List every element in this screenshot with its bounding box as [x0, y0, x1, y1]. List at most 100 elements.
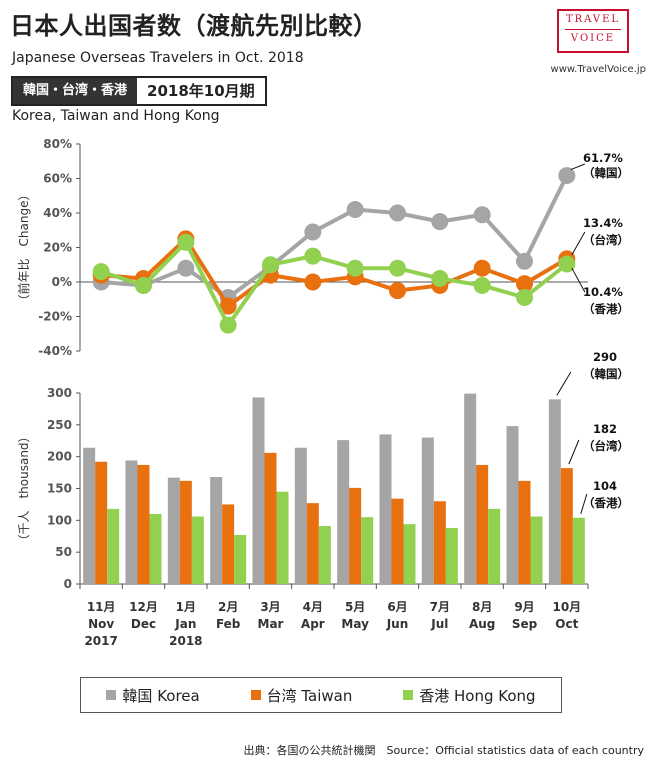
line-point-hongkong: [516, 289, 533, 307]
callout-leader-hongkong-bar: [580, 493, 588, 514]
line-point-hongkong: [558, 255, 576, 273]
callout-leader-taiwan-change: [571, 231, 586, 256]
bar-y-tick-label: 250: [47, 418, 72, 432]
bar-y-tick-label: 0: [64, 577, 72, 591]
legend-swatch-hongkong: [403, 690, 414, 700]
bar-hongkong: [403, 524, 416, 584]
x-category-label: 6月 Jun: [386, 600, 409, 631]
bar-hongkong: [191, 516, 204, 584]
bar-hongkong: [445, 527, 458, 584]
line-y-axis-label: （前年比 Change）: [16, 189, 31, 307]
x-category-label: 9月 Sep: [512, 600, 538, 631]
legend-item-hongkong: 香港 Hong Kong: [403, 685, 536, 706]
bar-korea: [252, 397, 265, 584]
line-y-tick-label: -20%: [38, 310, 72, 324]
legend: 韓国 Korea 台湾 Taiwan 香港 Hong Kong: [80, 677, 562, 713]
line-y-tick-label: 0%: [52, 275, 72, 289]
bar-hongkong: [276, 491, 289, 584]
line-point-korea: [473, 206, 491, 224]
bar-korea: [379, 434, 392, 584]
line-point-hongkong: [177, 233, 195, 251]
bar-korea: [83, 447, 96, 584]
line-y-tick-label: -40%: [38, 344, 72, 358]
line-point-hongkong: [431, 270, 449, 288]
line-point-hongkong: [346, 259, 364, 277]
travelvoice-logo: TRAVEL VOICE: [557, 9, 629, 53]
line-point-korea: [177, 259, 195, 277]
line-y-tick-label: 80%: [43, 137, 72, 151]
line-point-hongkong: [219, 316, 237, 334]
bar-hongkong: [572, 517, 585, 584]
bar-y-axis-label: （千人 thousand）: [17, 430, 31, 546]
line-y-tick-label: 20%: [43, 241, 72, 255]
callout-label-korea-change: （韓国）: [583, 166, 629, 180]
bar-hongkong: [318, 526, 331, 584]
line-point-korea: [431, 213, 449, 231]
bar-taiwan: [560, 468, 573, 584]
line-point-korea: [389, 204, 406, 222]
callout-value-taiwan-bar: 182: [593, 422, 617, 436]
bar-hongkong: [149, 513, 162, 584]
bar-korea: [167, 477, 180, 584]
line-point-korea: [558, 167, 576, 185]
bar-korea: [506, 426, 519, 584]
callout-leader-korea-change: [570, 163, 586, 171]
x-category-label: 10月 Oct: [552, 600, 581, 631]
legend-swatch-korea: [106, 690, 117, 700]
line-point-hongkong: [304, 247, 322, 265]
callout-value-korea-change: 61.7%: [583, 151, 623, 165]
line-y-tick-label: 40%: [43, 206, 72, 220]
line-point-korea: [516, 252, 533, 270]
bar-korea: [337, 440, 350, 584]
line-point-hongkong: [92, 263, 110, 281]
bar-korea: [548, 399, 561, 584]
bar-taiwan: [349, 487, 362, 584]
bar-taiwan: [306, 503, 319, 584]
legend-label-korea: 韓国 Korea: [122, 686, 200, 705]
callout-leader-hongkong-change: [571, 267, 586, 293]
line-point-hongkong: [262, 256, 279, 274]
callout-value-hongkong-change: 10.4%: [583, 285, 623, 299]
bar-y-tick-label: 150: [47, 482, 72, 496]
logo-text-travel: TRAVEL: [565, 11, 621, 30]
legend-item-korea: 韓国 Korea: [106, 685, 200, 706]
callout-leader-korea-bar: [556, 371, 572, 396]
line-point-hongkong: [135, 276, 152, 294]
x-axis-labels: 11月 Nov 2017 12月 Dec 1月 Jan 2018 2月 Feb 3月 Mar 4月 Apr…: [84, 600, 581, 648]
callout-label-taiwan-bar: （台湾）: [583, 439, 629, 453]
callout-label-hongkong-change: （香港）: [583, 302, 629, 316]
bar-korea: [210, 477, 223, 584]
period-tag: 韓国・台湾・香港 2018年10月期: [11, 76, 267, 106]
page-subtitle: Japanese Overseas Travelers in Oct. 2018: [12, 50, 304, 66]
legend-label-taiwan: 台湾 Taiwan: [266, 686, 353, 705]
bar-taiwan: [95, 461, 108, 584]
legend-item-taiwan: 台湾 Taiwan: [250, 685, 353, 706]
bar-korea: [464, 393, 477, 584]
legend-swatch-taiwan: [250, 690, 261, 700]
line-point-korea: [304, 223, 322, 241]
bar-taiwan: [518, 480, 531, 584]
callout-leader-taiwan-bar: [568, 439, 580, 465]
line-point-hongkong: [473, 276, 491, 294]
tag-period: 2018年10月期: [137, 78, 265, 104]
page-title: 日本人出国者数（渡航先別比較）: [10, 12, 378, 40]
bar-y-tick-label: 50: [55, 545, 72, 559]
line-y-tick-label: 60%: [43, 172, 72, 186]
x-category-label: 12月 Dec: [129, 600, 158, 631]
legend-label-hongkong: 香港 Hong Kong: [419, 686, 536, 705]
bar-taiwan: [137, 464, 150, 584]
bar-hongkong: [488, 508, 501, 584]
x-category-label: 11月 Nov 2017: [84, 600, 117, 648]
line-point-taiwan: [389, 282, 406, 300]
region-english: Korea, Taiwan and Hong Kong: [12, 108, 220, 124]
x-category-label: 8月 Aug: [469, 600, 495, 631]
source-note: 出典：各国の公共統計機関 Source：Official statistics …: [243, 744, 644, 757]
x-category-label: 5月 May: [341, 600, 369, 631]
x-category-label: 1月 Jan 2018: [169, 600, 202, 648]
x-category-label: 7月 Jul: [430, 600, 450, 631]
bar-taiwan: [433, 501, 446, 584]
bar-hongkong: [234, 534, 247, 584]
x-category-label: 3月 Mar: [258, 600, 284, 631]
callout-value-taiwan-change: 13.4%: [583, 216, 623, 230]
bar-korea: [421, 437, 434, 584]
